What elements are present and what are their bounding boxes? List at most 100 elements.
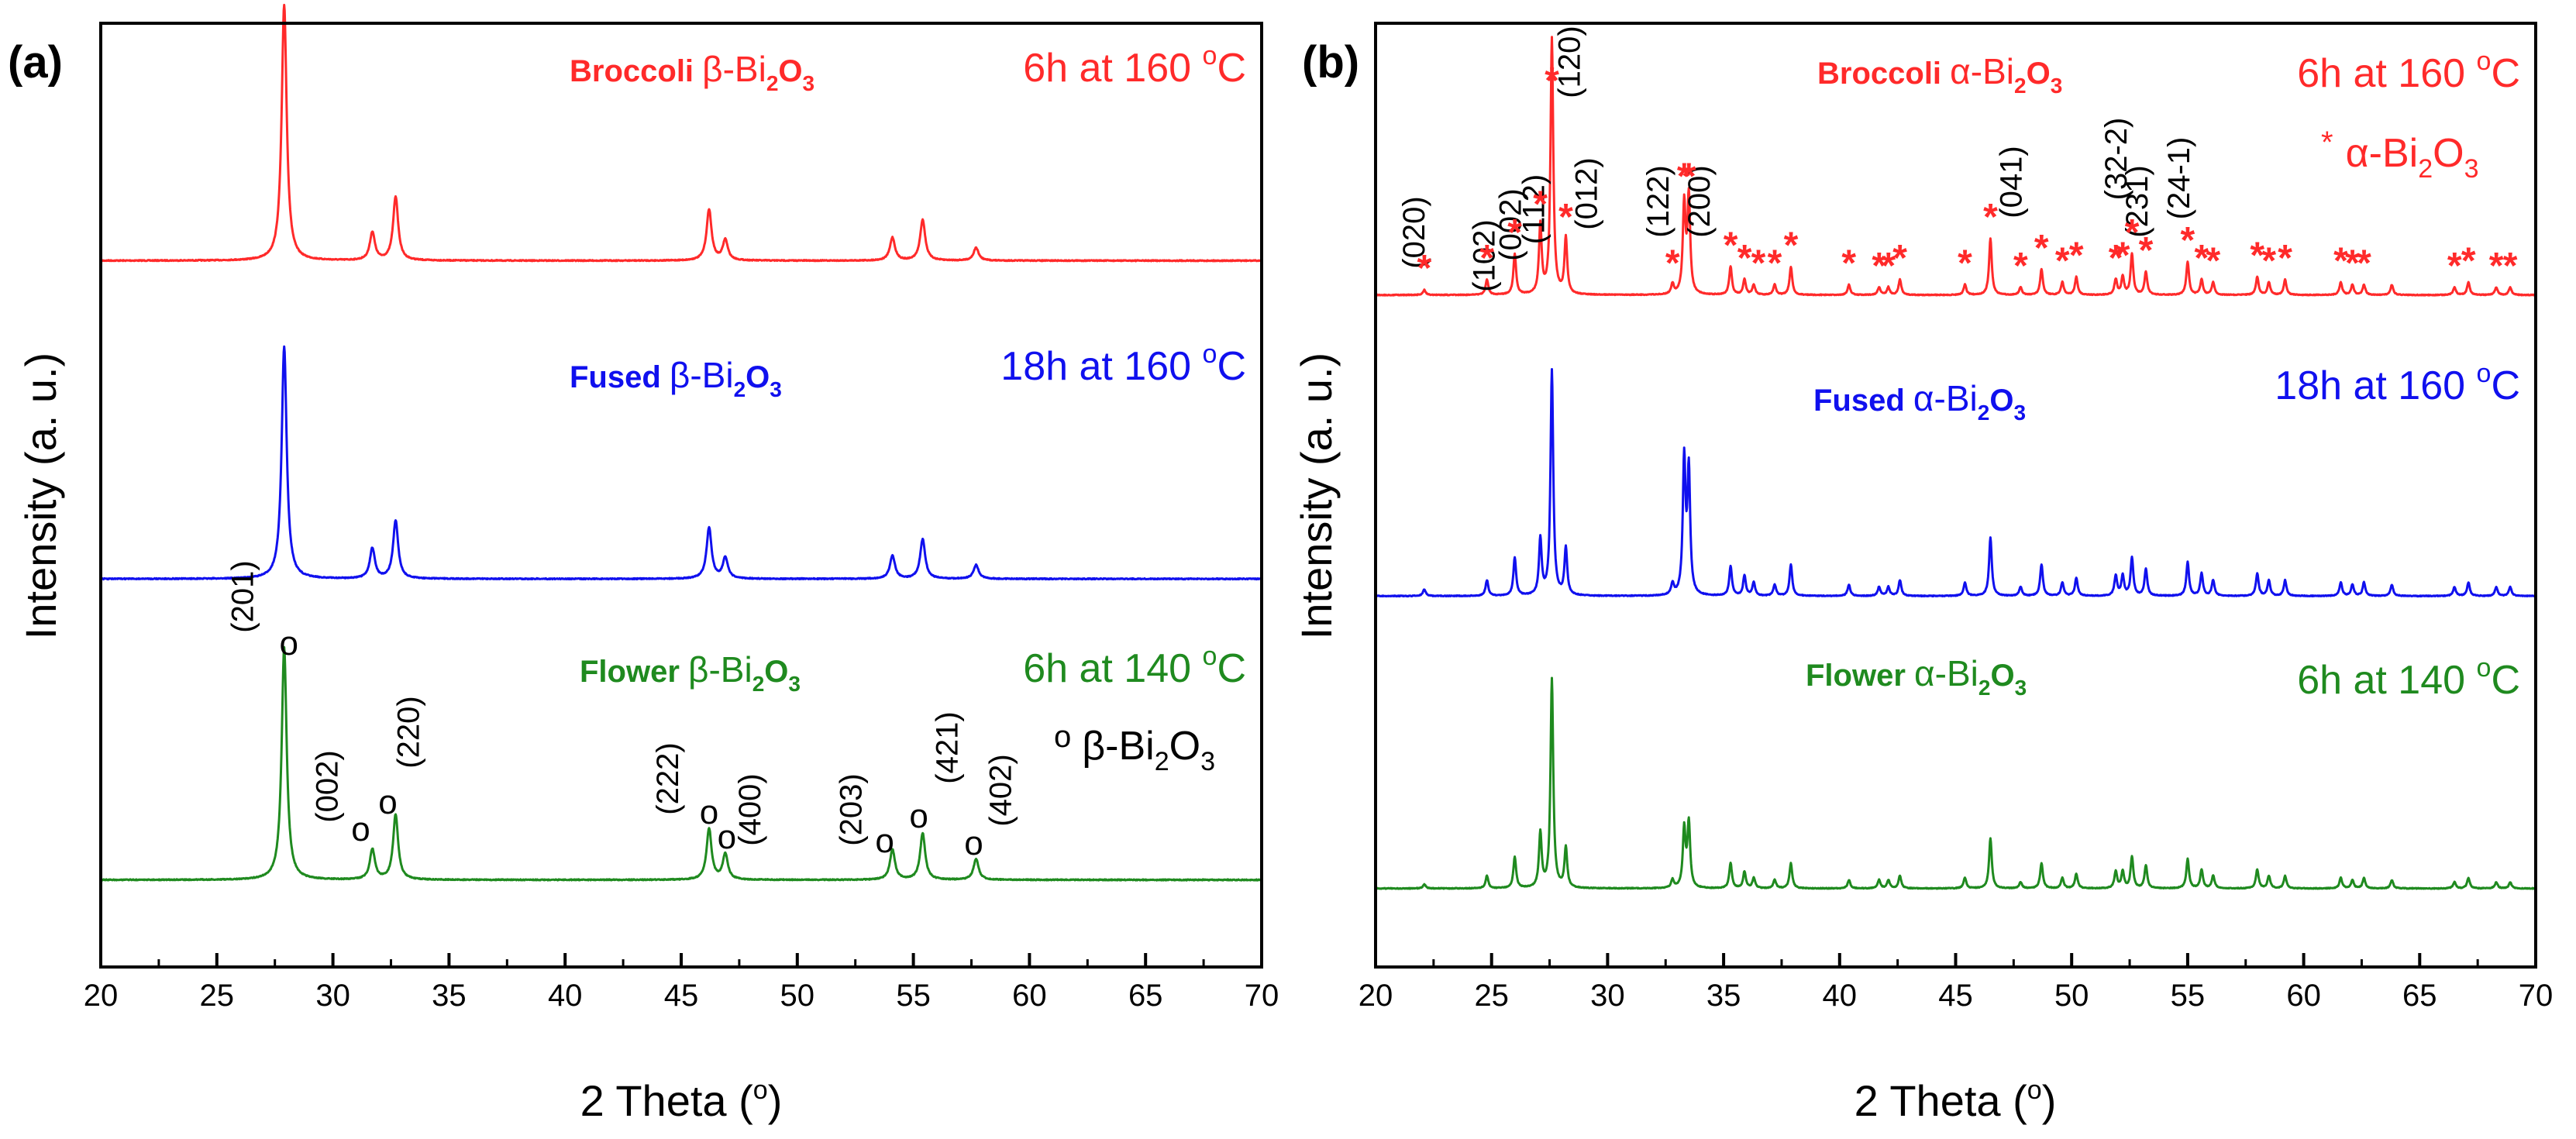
alpha-peak-star: * [2250, 236, 2264, 277]
alpha-peak-star: * [2333, 240, 2348, 281]
x-tick-label: 45 [1938, 979, 1973, 1013]
series-flower-name: Flower β-Bi2O3 [580, 649, 801, 696]
hkl-label: (002) [1494, 188, 1528, 260]
series-flower-condition: 6h at 140 oC [2297, 653, 2520, 703]
hkl-label: (203) [835, 773, 869, 845]
series-flower-line [1375, 676, 2536, 890]
alpha-peak-star: * [1881, 246, 1896, 287]
beta-peak-marker: o [279, 625, 298, 662]
alpha-peak-star: * [2278, 238, 2292, 279]
x-tick-label: 65 [2402, 979, 2437, 1013]
beta-peak-marker: o [378, 783, 397, 821]
panel-b-annotations: (020) (102)(002)(112) (120) (012) (122) (200)… [1397, 26, 2518, 291]
hkl-label: (200) [1682, 165, 1717, 237]
hkl-label: (041) [1994, 146, 2028, 218]
alpha-peak-star: * [1507, 212, 1522, 253]
hkl-label: (102) [1468, 219, 1502, 291]
series-flower-condition: 6h at 140 oC [1023, 642, 1246, 691]
x-tick-label: 55 [896, 979, 931, 1013]
marker-legend: * α-Bi2O3 [2321, 126, 2479, 184]
hkl-label: (32-2) [2099, 118, 2133, 201]
beta-peak-marker: o [718, 818, 736, 856]
panel-a-traces: Broccoli β-Bi2O3 6h at 160 oC Fused β-Bi2O… [99, 3, 1262, 882]
alpha-peak-star: * [1768, 243, 1782, 284]
x-tick-label: 40 [548, 979, 583, 1013]
alpha-peak-star: * [2013, 246, 2028, 287]
alpha-peak-star: * [1479, 238, 1494, 279]
x-tick-label: 70 [2519, 979, 2554, 1013]
panel-b-x-ticks: 20 25 30 35 40 45 50 55 60 65 70 [1359, 953, 2554, 1013]
alpha-peak-star: * [2195, 238, 2209, 279]
hkl-label: (220) [391, 696, 425, 768]
hkl-label: (222) [651, 742, 685, 814]
alpha-peak-star: * [1545, 60, 1559, 102]
x-tick-label: 30 [315, 979, 350, 1013]
alpha-peak-star: * [2055, 240, 2070, 281]
x-tick-label: 20 [84, 979, 119, 1013]
beta-peak-marker: o [875, 822, 894, 860]
hkl-label: (120) [1553, 26, 1587, 98]
alpha-peak-star: * [1682, 156, 1696, 197]
alpha-peak-star: * [2116, 236, 2130, 277]
x-tick-label: 35 [1706, 979, 1741, 1013]
hkl-label: (020) [1397, 196, 1431, 268]
alpha-peak-star: * [2069, 236, 2084, 277]
alpha-peak-star: * [1737, 238, 1752, 279]
series-broccoli-line [1375, 36, 2536, 297]
alpha-peak-star: * [1533, 184, 1548, 225]
hkl-label: (002) [311, 750, 345, 822]
alpha-peak-star: * [1892, 238, 1907, 279]
x-tick-label: 45 [664, 979, 699, 1013]
alpha-peak-star: * [2357, 243, 2371, 284]
panel-a: (a) Broccoli β-Bi2O3 6h at 160 oC Fused β-… [8, 3, 1279, 1125]
hkl-label: (24-1) [2162, 137, 2196, 220]
series-flower-line [100, 645, 1262, 882]
hkl-label: (012) [1570, 157, 1604, 229]
beta-peak-marker: o [909, 797, 928, 835]
alpha-peak-star: * [2125, 212, 2140, 253]
alpha-peak-star: * [1724, 225, 1738, 267]
alpha-peak-star: * [2109, 238, 2123, 279]
panel-a-annotations: (201)o(002)o(220)o (222) o (400)o (203) o(421… [226, 560, 1215, 862]
panel-a-xlabel: 2 Theta (o) [580, 1075, 783, 1125]
series-fused-condition: 18h at 160 oC [2275, 359, 2520, 408]
alpha-peak-star: * [1677, 156, 1692, 197]
hkl-label: (201) [226, 560, 260, 632]
series-fused-name: Fused β-Bi2O3 [570, 355, 782, 401]
series-broccoli-line [99, 3, 1262, 263]
series-fused-line [100, 345, 1262, 581]
x-tick-label: 25 [1474, 979, 1509, 1013]
panel-a-x-ticks: 20 25 30 35 40 45 50 55 60 65 70 [84, 953, 1279, 1013]
panel-b-ylabel: Intensity (a. u.) [1292, 353, 1341, 639]
alpha-peak-star: * [2206, 240, 2220, 281]
panel-b-label: (b) [1302, 37, 1359, 88]
hkl-label: (231) [2120, 165, 2154, 237]
marker-legend: o β-Bi2O3 [1054, 720, 1215, 776]
series-fused-line [1375, 368, 2536, 598]
alpha-peak-star: * [2139, 230, 2154, 271]
x-tick-label: 50 [2054, 979, 2089, 1013]
beta-peak-marker: o [351, 810, 370, 848]
alpha-peak-star: * [2461, 240, 2476, 281]
alpha-peak-star: * [1958, 243, 1972, 284]
hkl-label: (402) [983, 754, 1018, 826]
x-tick-label: 50 [780, 979, 815, 1013]
hkl-label: (421) [931, 711, 965, 783]
x-tick-label: 70 [1245, 979, 1279, 1013]
panel-b-traces: Broccoli α-Bi2O3 6h at 160 oC Fused α-Bi2O… [1375, 36, 2536, 890]
panel-a-ylabel: Intensity (a. u.) [16, 353, 65, 639]
alpha-peak-star: * [2034, 228, 2049, 269]
beta-peak-marker: o [964, 824, 983, 862]
alpha-peak-star: * [1841, 243, 1856, 284]
x-tick-label: 35 [432, 979, 467, 1013]
hkl-label: (122) [1641, 165, 1675, 237]
series-fused-name: Fused α-Bi2O3 [1813, 378, 2026, 425]
panel-b: (b) Broccoli α-Bi2O3 6h at 160 oC Fused α-… [1292, 22, 2554, 1125]
alpha-peak-star: * [2447, 246, 2462, 287]
alpha-peak-star: * [1558, 197, 1573, 238]
alpha-peak-star: * [2503, 246, 2518, 287]
x-tick-label: 65 [1128, 979, 1163, 1013]
alpha-peak-star: * [1872, 246, 1886, 287]
alpha-peak-star: * [2345, 243, 2360, 284]
